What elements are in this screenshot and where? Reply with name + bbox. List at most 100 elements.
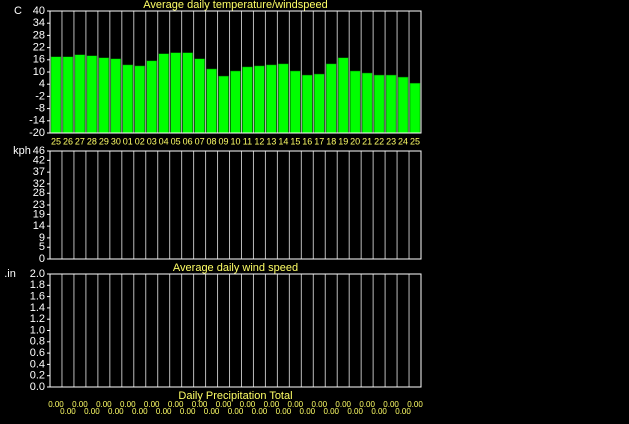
value-label: 0.00 <box>395 407 411 416</box>
bar <box>218 75 229 134</box>
value-label: 0.00 <box>335 400 351 409</box>
bar <box>230 70 241 134</box>
value-label: 0.00 <box>300 407 316 416</box>
y-tick-label: 19 <box>33 208 45 220</box>
bar <box>206 68 217 134</box>
value-label: 0.00 <box>132 407 148 416</box>
chart-title: Average daily wind speed <box>173 262 298 274</box>
y-tick-label: 16 <box>33 54 45 66</box>
value-label: 0.00 <box>180 407 196 416</box>
y-tick-label: 23 <box>33 199 45 211</box>
x-tick-label: 18 <box>326 136 336 146</box>
y-tick-label: -2 <box>35 90 45 102</box>
x-tick-label: 25 <box>51 136 61 146</box>
x-tick-label: 27 <box>75 136 85 146</box>
value-label: 0.00 <box>84 407 100 416</box>
plot-frame <box>49 10 422 134</box>
value-label: 0.00 <box>96 400 112 409</box>
x-tick-label: 13 <box>266 136 276 146</box>
x-tick-label: 04 <box>159 136 169 146</box>
value-label: 0.00 <box>288 400 304 409</box>
bar <box>337 57 349 134</box>
bar <box>158 53 169 134</box>
y-tick-label: 46 <box>33 145 45 157</box>
value-label: 0.00 <box>60 407 76 416</box>
y-tick-label: 4 <box>39 78 45 90</box>
bar <box>194 58 205 134</box>
y-tick-label: 1.8 <box>30 279 45 291</box>
value-label: 0.00 <box>216 400 232 409</box>
bar <box>182 52 193 134</box>
y-tick-label: 1.4 <box>30 302 45 314</box>
value-label: 0.00 <box>48 400 64 409</box>
bar <box>254 65 265 134</box>
x-tick-label: 14 <box>278 136 288 146</box>
bar <box>74 54 86 134</box>
x-tick-label: 10 <box>230 136 240 146</box>
value-label: 0.00 <box>359 400 375 409</box>
x-tick-label: 15 <box>290 136 300 146</box>
plot-frame <box>49 273 422 388</box>
x-tick-label: 20 <box>350 136 360 146</box>
bar <box>290 70 301 134</box>
bar <box>361 72 373 134</box>
y-tick-label: 2.0 <box>30 268 45 280</box>
bar <box>349 70 361 134</box>
bar <box>385 74 397 134</box>
y-tick-label: 0.0 <box>30 381 45 393</box>
value-label: 0.00 <box>228 407 244 416</box>
bar <box>62 56 74 134</box>
y-tick-label: 10 <box>33 66 45 78</box>
value-label: 0.00 <box>252 407 268 416</box>
y-tick-label: 34 <box>33 17 45 29</box>
value-label: 0.00 <box>120 400 136 409</box>
y-tick-label: 14 <box>33 220 45 232</box>
x-tick-label: 11 <box>243 136 252 146</box>
bar <box>86 55 98 134</box>
y-tick-label: -14 <box>29 115 45 127</box>
bar <box>302 74 313 134</box>
y-tick-label: 0 <box>39 253 45 265</box>
chart-title: Average daily temperature/windspeed <box>143 0 327 11</box>
y-tick-label: 37 <box>33 166 45 178</box>
x-tick-label: 08 <box>207 136 217 146</box>
x-tick-label: 25 <box>410 136 420 146</box>
value-label: 0.00 <box>192 400 208 409</box>
y-tick-label: 28 <box>33 187 45 199</box>
axis-unit: C <box>14 5 22 17</box>
x-tick-label: 19 <box>338 136 348 146</box>
x-tick-label: 07 <box>195 136 205 146</box>
value-label: 0.00 <box>311 400 327 409</box>
bar <box>122 64 134 134</box>
y-tick-label: -20 <box>29 127 45 139</box>
value-label: 0.00 <box>156 407 172 416</box>
value-label: 0.00 <box>240 400 256 409</box>
y-tick-label: -8 <box>35 103 45 115</box>
x-tick-label: 21 <box>362 136 372 146</box>
bar <box>313 73 325 134</box>
value-label: 0.00 <box>108 407 124 416</box>
y-tick-label: 42 <box>33 154 45 166</box>
y-tick-label: 32 <box>33 178 45 190</box>
y-tick-label: 0.4 <box>30 358 45 370</box>
x-tick-label: 29 <box>99 136 109 146</box>
y-tick-label: 0.8 <box>30 336 45 348</box>
bar <box>146 60 158 134</box>
y-tick-label: 5 <box>39 241 45 253</box>
bar <box>170 52 181 134</box>
axis-unit: .in <box>4 268 16 280</box>
bar <box>110 58 122 134</box>
y-tick-label: 9 <box>39 232 45 244</box>
value-label: 0.00 <box>323 407 339 416</box>
x-tick-label: 17 <box>314 136 324 146</box>
y-tick-label: 1.6 <box>30 291 45 303</box>
value-label: 0.00 <box>144 400 160 409</box>
x-tick-label: 05 <box>171 136 181 146</box>
y-tick-label: 28 <box>33 29 45 41</box>
value-label: 0.00 <box>371 407 387 416</box>
bar <box>134 65 146 134</box>
axis-unit: kph <box>13 145 31 157</box>
value-label: 0.00 <box>347 407 363 416</box>
bar <box>278 63 289 134</box>
x-tick-label: 26 <box>63 136 73 146</box>
